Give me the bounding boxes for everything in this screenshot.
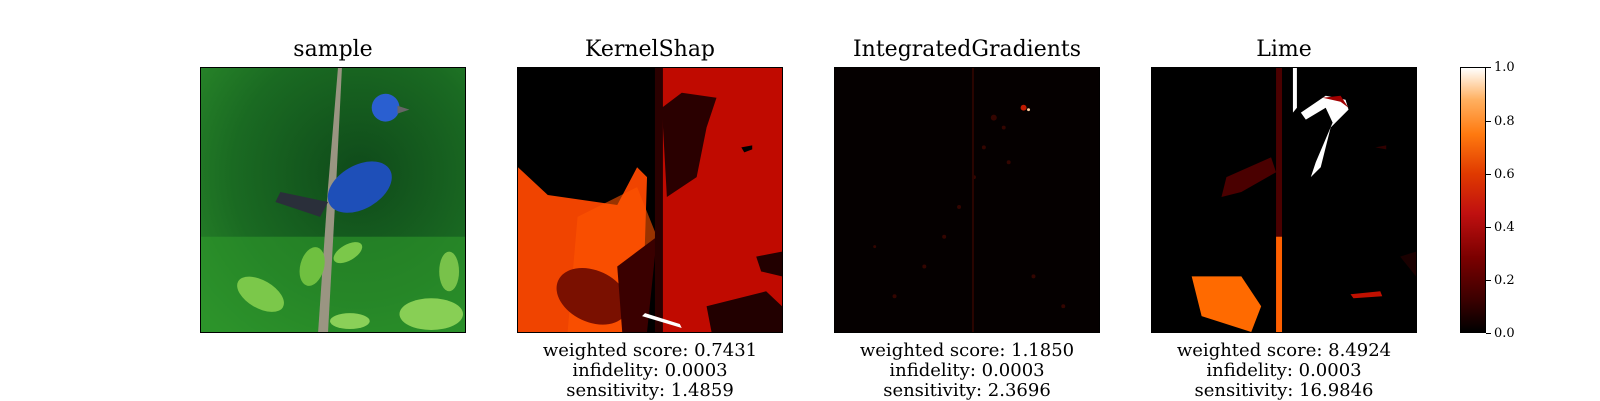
colorbar xyxy=(1460,67,1486,333)
kernelshap-title: KernelShap xyxy=(584,37,716,62)
lime-sensitivity: sensitivity: 16.9846 xyxy=(1194,380,1374,401)
sample-image xyxy=(200,67,466,333)
kernelshap-metrics: weighted score: 0.7431 infidelity: 0.000… xyxy=(517,341,783,401)
lime-infidelity: infidelity: 0.0003 xyxy=(1206,360,1362,381)
kernelshap-heatmap xyxy=(517,67,783,333)
kernelshap-weighted-score: weighted score: 0.7431 xyxy=(542,340,758,361)
lime-weighted-score: weighted score: 8.4924 xyxy=(1176,340,1392,361)
kernelshap-infidelity: infidelity: 0.0003 xyxy=(572,360,728,381)
colorbar-tick-0: 0.0 xyxy=(1486,327,1515,340)
lime-title: Lime xyxy=(1256,37,1312,62)
colorbar-tick-1: 0.2 xyxy=(1486,274,1515,287)
integratedgradients-sensitivity: sensitivity: 2.3696 xyxy=(883,380,1051,401)
integratedgradients-title: IntegratedGradients xyxy=(852,37,1082,62)
kernelshap-sensitivity: sensitivity: 1.4859 xyxy=(566,380,734,401)
integratedgradients-infidelity: infidelity: 0.0003 xyxy=(889,360,1045,381)
lime-heatmap xyxy=(1151,67,1417,333)
integratedgradients-metrics: weighted score: 1.1850 infidelity: 0.000… xyxy=(834,341,1100,401)
colorbar-tick-5: 1.0 xyxy=(1486,61,1515,74)
colorbar-tick-3: 0.6 xyxy=(1486,168,1515,181)
integratedgradients-heatmap xyxy=(834,67,1100,333)
colorbar-tick-2: 0.4 xyxy=(1486,221,1515,234)
lime-metrics: weighted score: 8.4924 infidelity: 0.000… xyxy=(1151,341,1417,401)
integratedgradients-weighted-score: weighted score: 1.1850 xyxy=(859,340,1075,361)
sample-title: sample xyxy=(293,37,373,62)
colorbar-tick-4: 0.8 xyxy=(1486,115,1515,128)
